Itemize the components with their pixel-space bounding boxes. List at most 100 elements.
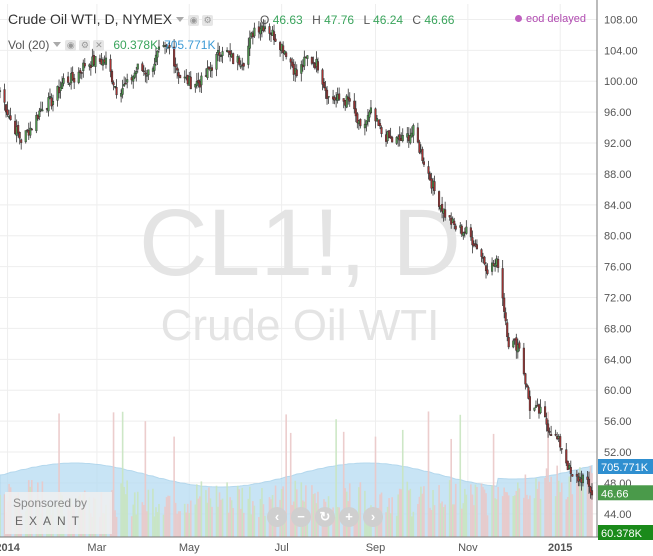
volume-bar	[397, 494, 399, 537]
time-axis: 2014 Mar May Jul Sep Nov 2015	[0, 536, 653, 554]
volume-bar	[571, 494, 574, 537]
candle-body	[6, 109, 9, 115]
candle-body	[206, 67, 209, 79]
candle-body	[388, 130, 391, 139]
candle-body	[30, 128, 33, 131]
candle-body	[142, 70, 145, 73]
volume-bar	[395, 515, 398, 537]
candle-body	[453, 220, 456, 226]
settings-icon[interactable]: ⚙	[202, 14, 214, 26]
sponsor-brand-logo[interactable]: EXANT	[15, 514, 86, 528]
volume-bar	[391, 497, 393, 537]
zoom-out-icon[interactable]: −	[291, 507, 311, 527]
candle-body	[135, 71, 138, 75]
candle-body	[20, 139, 23, 143]
symbol-name[interactable]: Crude Oil WTI, D, NYMEX	[8, 11, 173, 27]
candle-body	[104, 57, 108, 65]
chevron-down-icon[interactable]	[53, 42, 62, 48]
volume-bar	[439, 503, 442, 537]
candle-body	[422, 161, 425, 165]
candle-body	[114, 86, 117, 88]
volume-bar	[144, 421, 147, 537]
volume-bar	[174, 502, 177, 537]
volume-bar	[412, 511, 415, 537]
y-tick-label: 60.00	[604, 385, 632, 397]
volume-bar	[539, 498, 542, 537]
reset-icon[interactable]: ↻	[315, 507, 335, 527]
candle-body	[83, 63, 86, 67]
candle-body	[474, 243, 477, 245]
volume-bar	[577, 473, 580, 537]
volume-study-name[interactable]: Vol (20)	[8, 38, 50, 52]
volume-bar	[111, 490, 113, 537]
candle-body	[586, 476, 589, 480]
volume-bar	[462, 503, 465, 537]
volume-bar	[580, 487, 583, 537]
open-value: 46.63	[272, 13, 303, 27]
candle-body	[35, 115, 38, 132]
volume-bar	[503, 487, 505, 537]
last-price-badge: 46.66	[601, 488, 629, 500]
candle-body	[545, 418, 548, 425]
candle-body	[438, 191, 441, 207]
volume-bar	[314, 493, 316, 537]
volume-bar	[538, 481, 540, 537]
volume-bar	[591, 473, 593, 537]
volume-bar	[130, 516, 133, 537]
candle-series	[0, 19, 594, 500]
candle-body	[560, 448, 563, 450]
candle-body	[247, 45, 250, 65]
candle-body	[491, 262, 494, 272]
close-icon[interactable]: ✕	[93, 40, 105, 52]
volume-bar	[205, 490, 207, 537]
eye-icon[interactable]: ◉	[65, 40, 77, 52]
scroll-left-icon[interactable]: ‹	[267, 507, 287, 527]
candle-body	[539, 406, 542, 414]
volume-bar	[252, 501, 254, 537]
volume-bar	[173, 436, 175, 537]
eye-icon[interactable]: ◉	[188, 14, 200, 26]
candle-body	[507, 337, 510, 348]
volume-bar	[579, 467, 581, 537]
volume-bar	[208, 487, 210, 537]
symbol-title[interactable]: Crude Oil WTI, D, NYMEX ◉ ⚙	[8, 11, 216, 27]
volume-legend[interactable]: Vol (20) ◉ ⚙ ✕ 60.378K 705.771K	[8, 38, 215, 52]
candle-body	[215, 53, 218, 70]
high-value: 47.76	[324, 13, 355, 27]
candle-body	[504, 312, 507, 322]
candle-body	[444, 209, 447, 218]
volume-bar	[586, 478, 589, 537]
volume-bar	[114, 510, 116, 537]
zoom-in-icon[interactable]: +	[339, 507, 359, 527]
volume-bar	[112, 412, 115, 537]
candle-body	[41, 109, 44, 112]
volume-bar	[448, 480, 451, 537]
x-tick-label: May	[179, 542, 200, 554]
candle-body	[465, 226, 468, 234]
volume-bar	[423, 486, 425, 537]
volume-bar	[335, 419, 337, 537]
volume-bar	[459, 414, 462, 537]
volume-bar	[548, 481, 551, 537]
y-tick-label: 52.00	[604, 447, 632, 459]
volume-bar	[155, 507, 157, 537]
volume-bar	[217, 506, 219, 537]
candle-body	[554, 434, 557, 436]
candle-body	[322, 82, 326, 88]
chevron-down-icon[interactable]	[176, 16, 185, 22]
volume-bar	[356, 516, 359, 537]
candle-body	[325, 89, 329, 99]
settings-icon[interactable]: ⚙	[79, 40, 91, 52]
sponsor-box[interactable]: Sponsored by EXANT	[5, 492, 112, 534]
candle-body	[268, 26, 271, 34]
candle-body	[354, 108, 357, 117]
candle-body	[380, 127, 383, 134]
symbol-watermark: CL1!, D Crude Oil WTI	[139, 190, 461, 350]
volume-bar	[143, 505, 145, 537]
candle-body	[71, 72, 74, 81]
scroll-right-icon[interactable]: ›	[363, 507, 383, 527]
y-tick-label: 64.00	[604, 354, 632, 366]
volume-bar	[258, 516, 260, 537]
last-volume-badge-bg	[598, 525, 653, 540]
